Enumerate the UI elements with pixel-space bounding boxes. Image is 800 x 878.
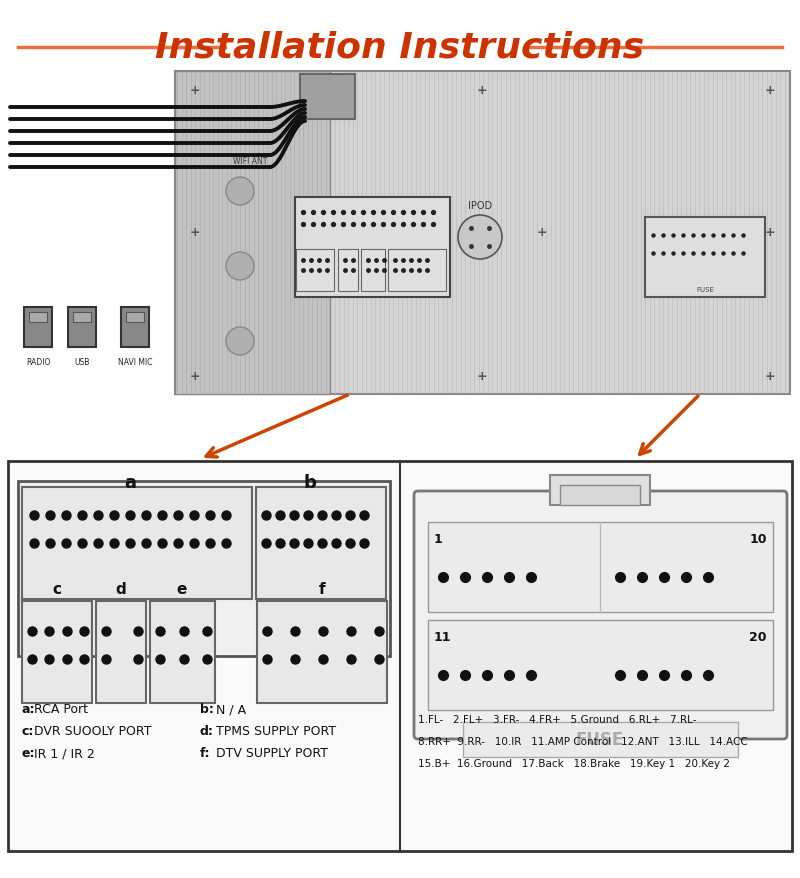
Text: +: + — [190, 83, 200, 97]
Text: NAVI MIC: NAVI MIC — [118, 357, 152, 367]
Text: +: + — [765, 371, 775, 383]
Bar — [645, 218, 765, 298]
Text: N / A: N / A — [212, 702, 246, 716]
Bar — [121, 307, 149, 348]
Text: IR 1 / IR 2: IR 1 / IR 2 — [34, 746, 94, 759]
Bar — [560, 486, 640, 506]
Text: IPOD: IPOD — [468, 201, 492, 211]
Text: a: a — [124, 473, 136, 492]
Text: d:: d: — [200, 724, 214, 738]
Bar — [175, 72, 790, 394]
Text: FUSE: FUSE — [696, 287, 714, 292]
Text: b: b — [303, 473, 317, 492]
Bar — [68, 307, 96, 348]
Circle shape — [458, 216, 502, 260]
Text: e:: e: — [22, 746, 35, 759]
Bar — [126, 313, 144, 322]
Bar — [428, 620, 773, 710]
Text: a:: a: — [22, 702, 35, 716]
Bar — [175, 72, 330, 394]
Text: 20: 20 — [750, 630, 767, 644]
Bar — [550, 476, 650, 506]
Text: f:: f: — [200, 746, 210, 759]
Text: +: + — [765, 227, 775, 239]
Bar — [22, 601, 92, 703]
Text: 10: 10 — [750, 532, 767, 545]
Text: +: + — [190, 227, 200, 239]
Text: 15.B+  16.Ground   17.Back   18.Brake   19.Key 1   20.Key 2: 15.B+ 16.Ground 17.Back 18.Brake 19.Key … — [418, 758, 730, 768]
Text: TPMS SUPPLY PORT: TPMS SUPPLY PORT — [212, 724, 336, 738]
Bar — [300, 75, 355, 120]
Text: +: + — [537, 227, 547, 239]
Text: +: + — [765, 83, 775, 97]
Bar — [18, 481, 390, 656]
Circle shape — [226, 327, 254, 356]
Bar — [24, 307, 52, 348]
Text: USB: USB — [74, 357, 90, 367]
Bar — [296, 249, 334, 291]
Bar — [73, 313, 91, 322]
Text: RCA Port: RCA Port — [34, 702, 88, 716]
Bar — [256, 487, 386, 600]
Bar — [428, 522, 773, 612]
Text: 1: 1 — [434, 532, 442, 545]
Text: 11: 11 — [434, 630, 451, 644]
Bar — [388, 249, 446, 291]
Text: b:: b: — [200, 702, 214, 716]
Text: f: f — [318, 581, 326, 596]
Text: Installation Instructions: Installation Instructions — [155, 31, 645, 65]
Bar — [295, 198, 450, 298]
Text: c: c — [53, 581, 62, 596]
Bar — [29, 313, 47, 322]
Bar — [361, 249, 385, 291]
FancyBboxPatch shape — [414, 492, 787, 739]
Text: DVR SUOOLY PORT: DVR SUOOLY PORT — [34, 724, 151, 738]
Bar — [96, 601, 146, 703]
Bar — [8, 462, 792, 851]
Text: e: e — [177, 581, 187, 596]
Circle shape — [226, 178, 254, 205]
Text: 8.RR+  9.RR-   10.IR   11.AMP Control   12.ANT   13.ILL   14.ACC: 8.RR+ 9.RR- 10.IR 11.AMP Control 12.ANT … — [418, 736, 748, 746]
Bar — [338, 249, 358, 291]
Text: 1.FL-   2.FL+   3.FR-   4.FR+   5.Ground   6.RL+   7.RL-: 1.FL- 2.FL+ 3.FR- 4.FR+ 5.Ground 6.RL+ 7… — [418, 714, 697, 724]
Bar — [150, 601, 215, 703]
Bar — [463, 723, 738, 757]
Bar — [22, 487, 252, 600]
Text: +: + — [477, 83, 487, 97]
Text: c:: c: — [22, 724, 34, 738]
Text: d: d — [116, 581, 126, 596]
Text: RADIO: RADIO — [26, 357, 50, 367]
Bar — [257, 601, 387, 703]
Text: +: + — [477, 371, 487, 383]
Text: FUSE: FUSE — [576, 730, 624, 748]
Circle shape — [226, 253, 254, 281]
Text: +: + — [190, 371, 200, 383]
Text: WIFI ANT: WIFI ANT — [233, 157, 267, 166]
Text: DTV SUPPLY PORT: DTV SUPPLY PORT — [212, 746, 328, 759]
